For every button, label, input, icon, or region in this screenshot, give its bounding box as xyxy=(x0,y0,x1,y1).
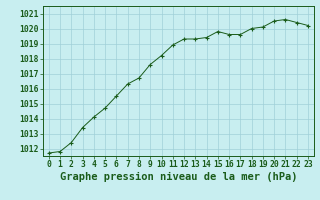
X-axis label: Graphe pression niveau de la mer (hPa): Graphe pression niveau de la mer (hPa) xyxy=(60,172,297,182)
